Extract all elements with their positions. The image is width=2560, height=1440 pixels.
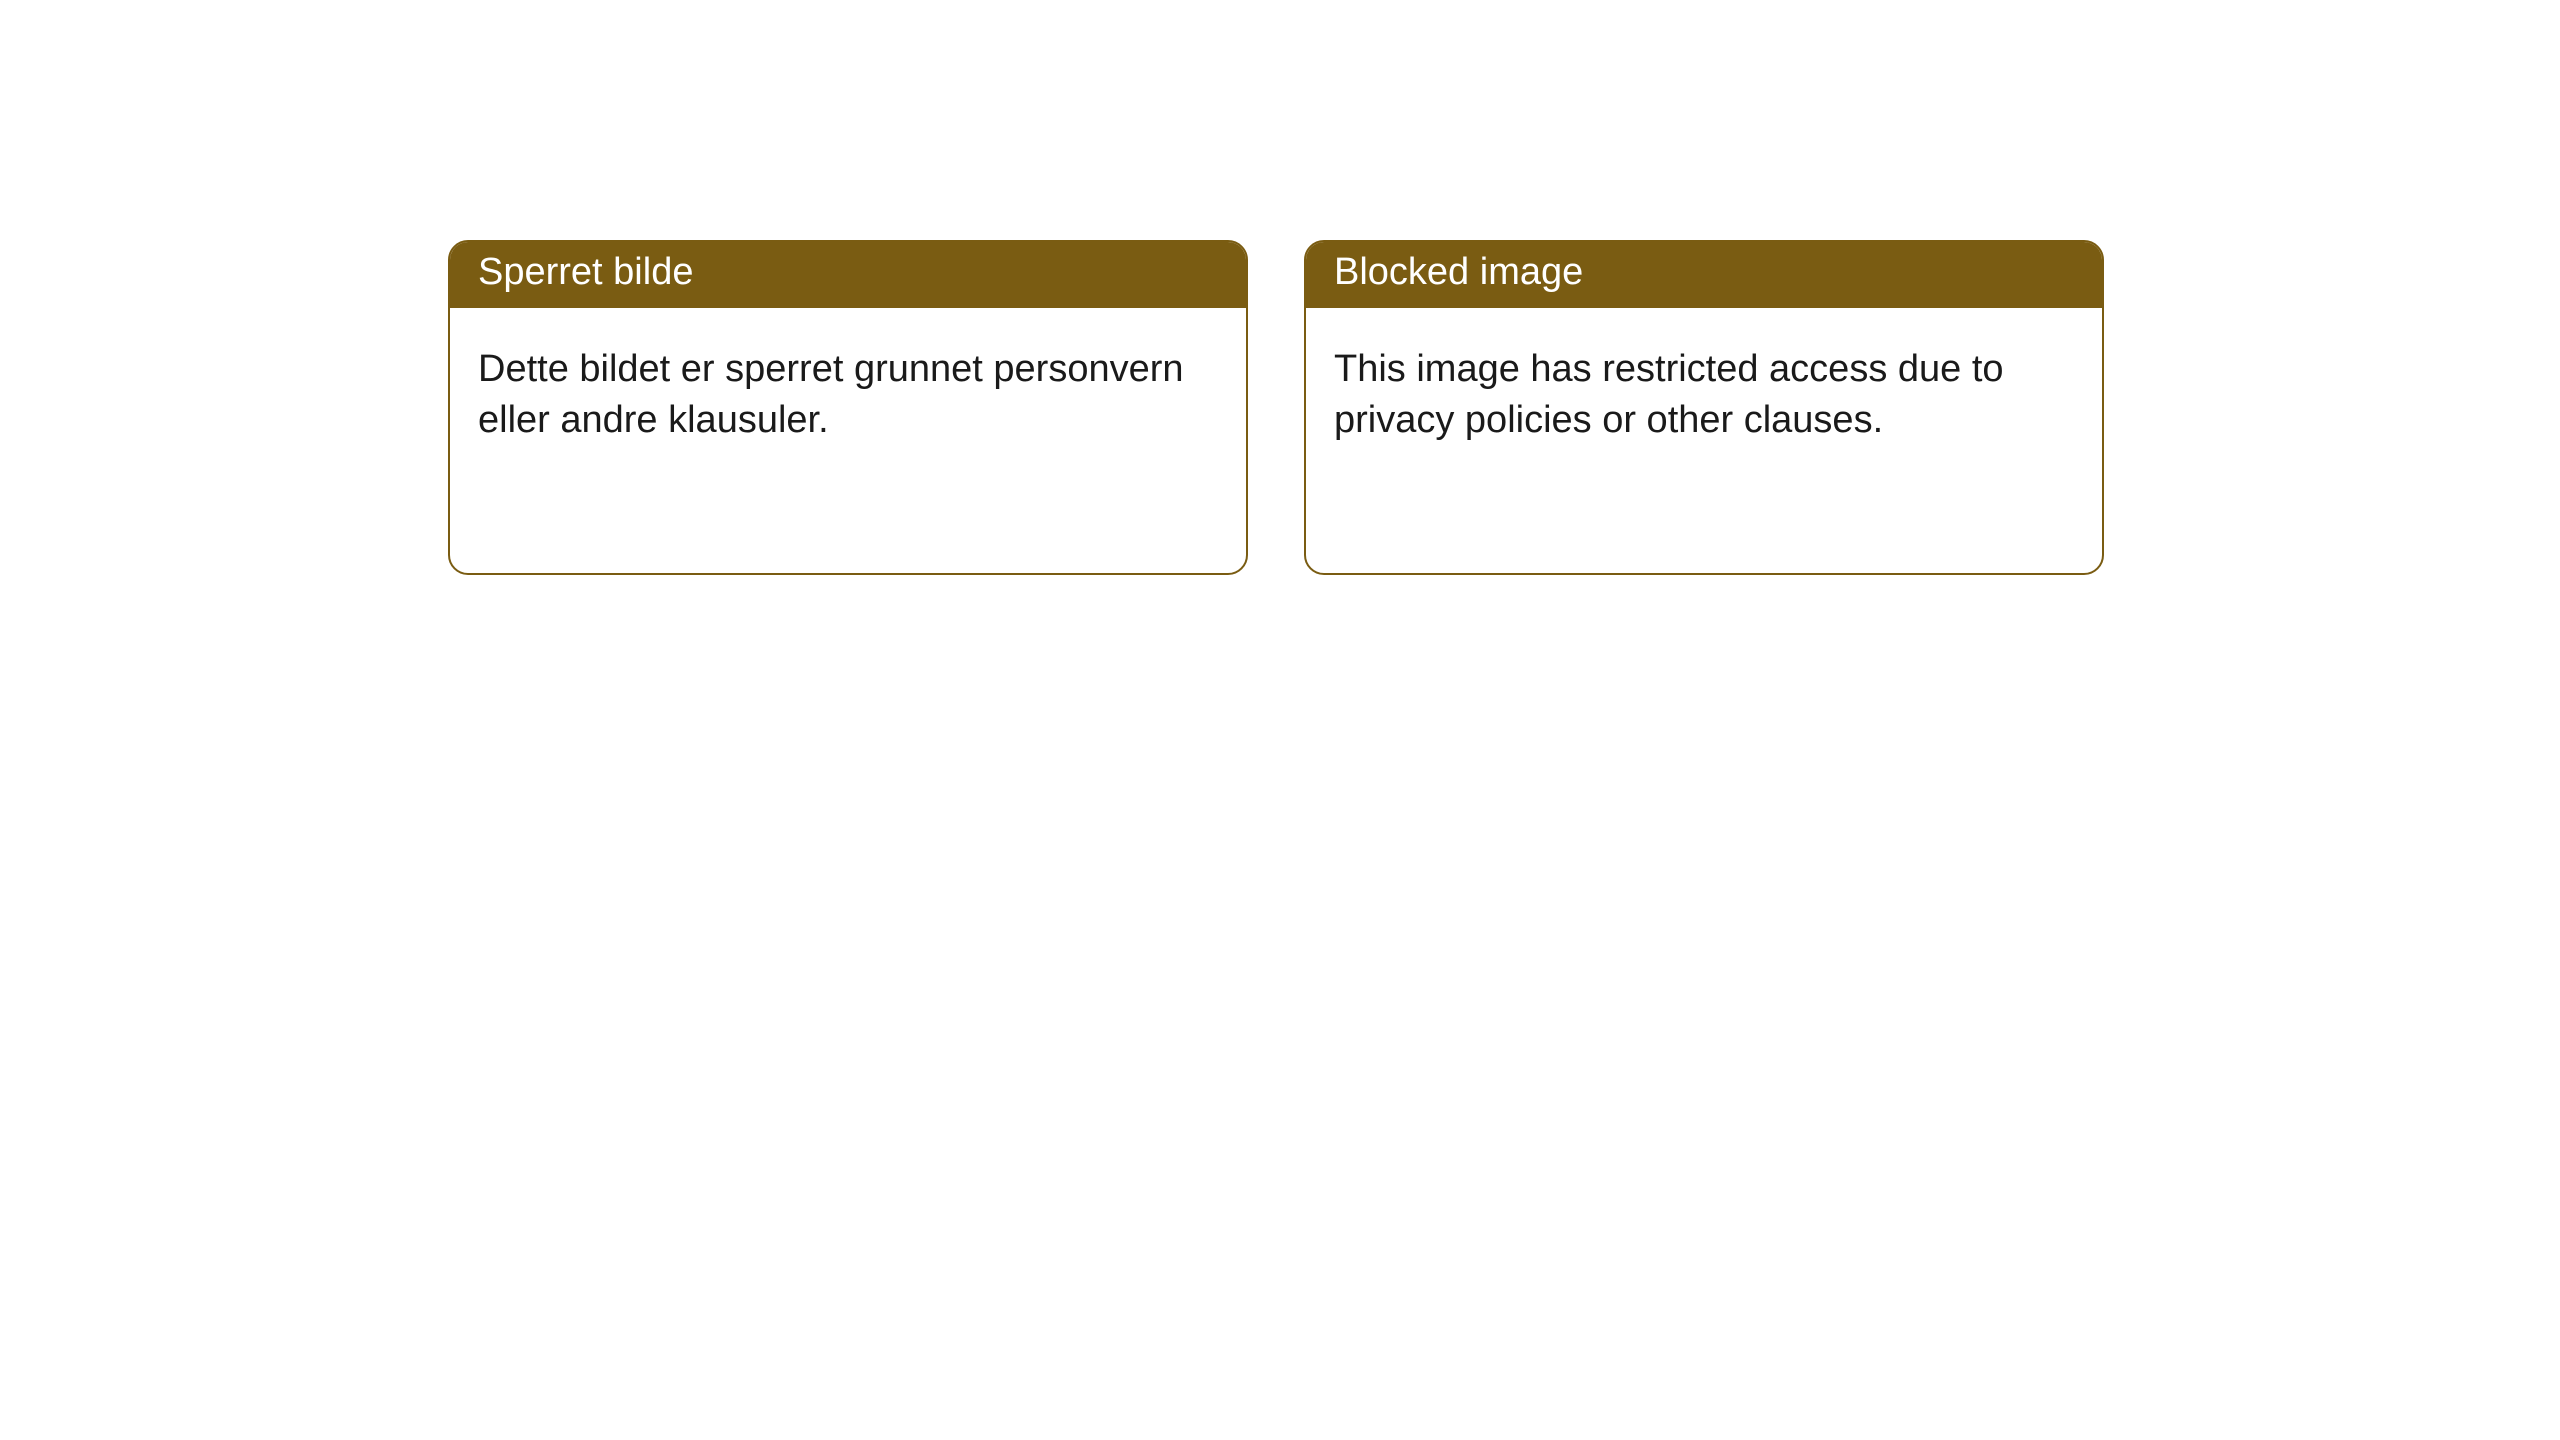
- notice-container: Sperret bilde Dette bildet er sperret gr…: [0, 0, 2560, 575]
- notice-header: Sperret bilde: [450, 242, 1246, 308]
- notice-header: Blocked image: [1306, 242, 2102, 308]
- notice-body: This image has restricted access due to …: [1306, 308, 2102, 483]
- notice-card-english: Blocked image This image has restricted …: [1304, 240, 2104, 575]
- notice-card-norwegian: Sperret bilde Dette bildet er sperret gr…: [448, 240, 1248, 575]
- notice-body: Dette bildet er sperret grunnet personve…: [450, 308, 1246, 483]
